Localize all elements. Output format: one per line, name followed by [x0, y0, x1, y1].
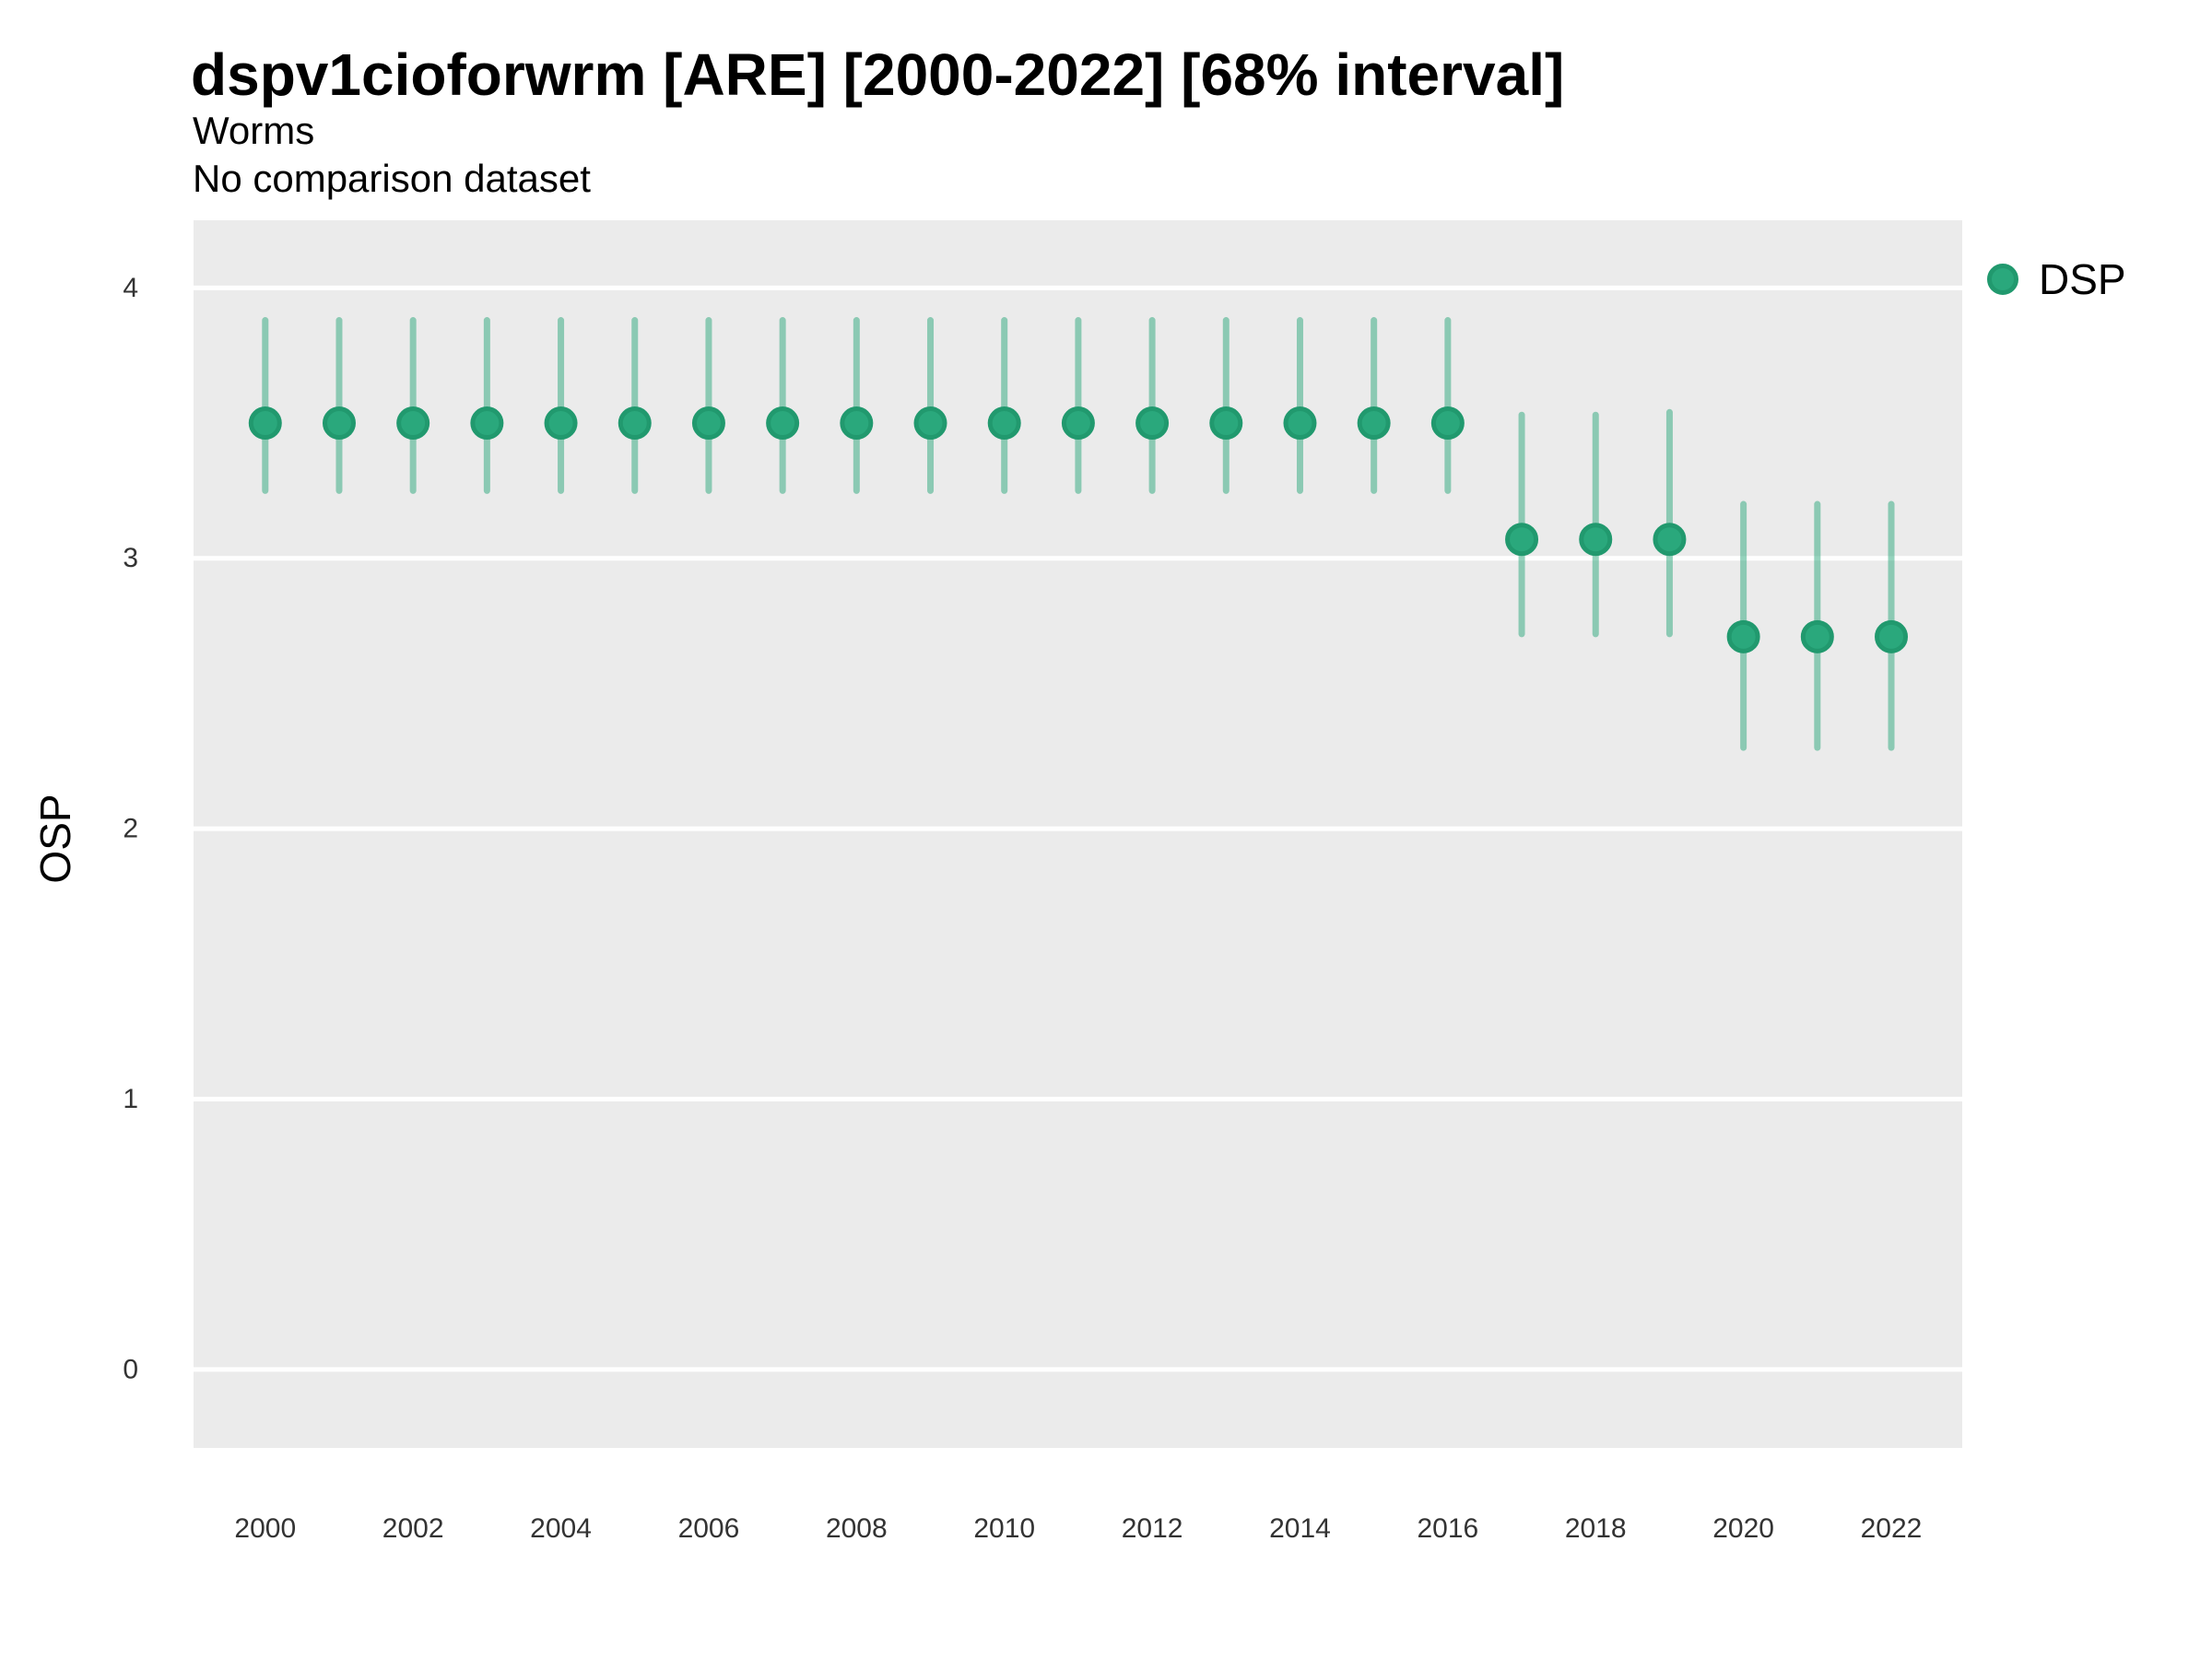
point-2015: [1357, 406, 1391, 441]
point-2021: [1800, 619, 1834, 653]
point-2000: [248, 406, 282, 441]
point-2022: [1875, 619, 1909, 653]
point-2012: [1135, 406, 1170, 441]
x-tick-label-2014: 2014: [1269, 1513, 1331, 1544]
x-tick-label-2008: 2008: [826, 1513, 888, 1544]
x-tick-label-2010: 2010: [973, 1513, 1035, 1544]
x-tick-label-2004: 2004: [530, 1513, 592, 1544]
point-2004: [544, 406, 578, 441]
point-2008: [840, 406, 874, 441]
point-2020: [1726, 619, 1760, 653]
x-tick-label-2000: 2000: [234, 1513, 296, 1544]
point-2007: [766, 406, 800, 441]
point-2010: [987, 406, 1021, 441]
point-2001: [322, 406, 356, 441]
point-2014: [1283, 406, 1317, 441]
chart-title: dspv1cioforwrm [ARE] [2000-2022] [68% in…: [191, 41, 1565, 108]
x-tick-label-2002: 2002: [382, 1513, 444, 1544]
y-tick-label-0: 0: [123, 1354, 138, 1384]
chart-subtitle: Worms: [193, 109, 315, 152]
point-2016: [1430, 406, 1465, 441]
legend-label: DSP: [2039, 255, 2126, 303]
y-tick-label-2: 2: [123, 814, 138, 844]
point-2006: [691, 406, 725, 441]
y-tick-label-4: 4: [123, 273, 138, 303]
legend-point-icon: [1987, 264, 2018, 295]
point-2018: [1579, 523, 1613, 557]
x-tick-label-2016: 2016: [1417, 1513, 1478, 1544]
point-2019: [1653, 523, 1687, 557]
x-tick-label-2006: 2006: [678, 1513, 740, 1544]
x-tick-label-2022: 2022: [1861, 1513, 1923, 1544]
point-2009: [913, 406, 947, 441]
point-2011: [1061, 406, 1095, 441]
x-tick-label-2012: 2012: [1122, 1513, 1183, 1544]
point-2002: [396, 406, 430, 441]
x-tick-label-2020: 2020: [1712, 1513, 1774, 1544]
point-2013: [1209, 406, 1243, 441]
point-2017: [1505, 523, 1539, 557]
y-tick-label-3: 3: [123, 543, 138, 573]
comparison-dataset-note: No comparison dataset: [193, 157, 591, 200]
point-2005: [618, 406, 652, 441]
y-tick-label-1: 1: [123, 1084, 138, 1114]
x-tick-label-2018: 2018: [1565, 1513, 1627, 1544]
legend: DSP: [1987, 254, 2126, 304]
point-2003: [470, 406, 504, 441]
